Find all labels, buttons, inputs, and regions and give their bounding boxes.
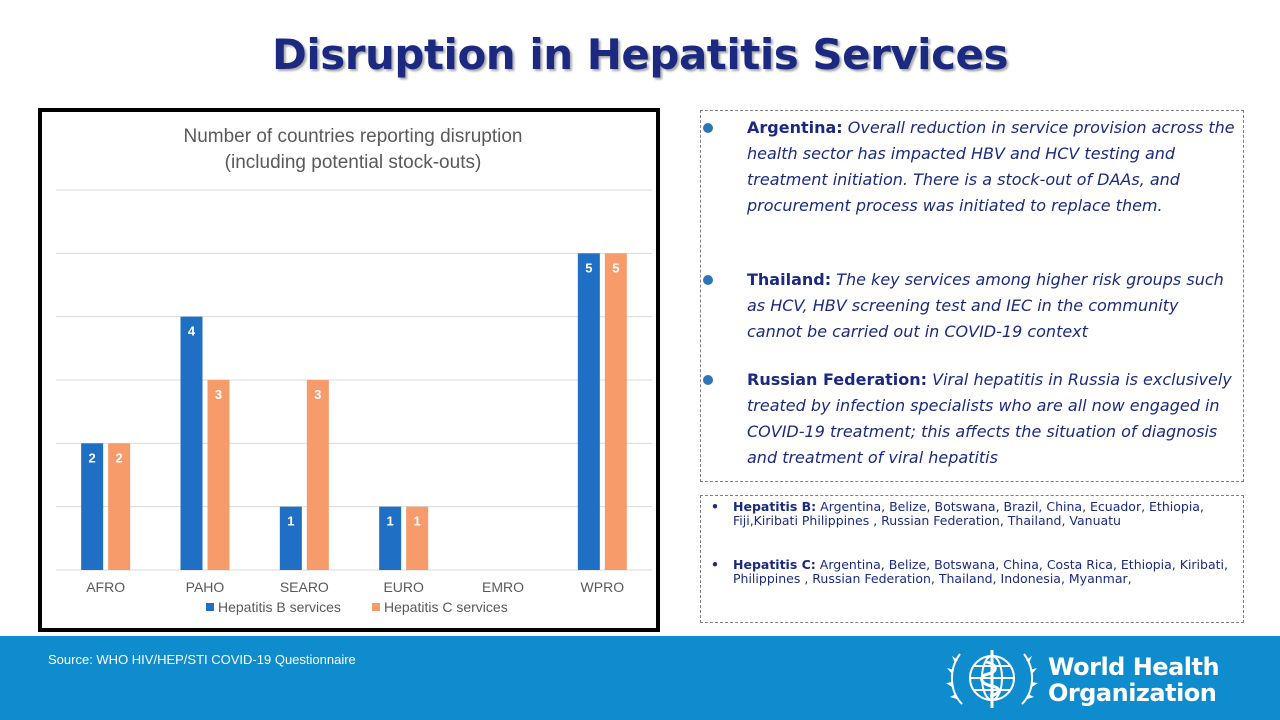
bar-hepatitis-b (379, 506, 402, 570)
data-label: 3 (314, 387, 321, 402)
bar-hepatitis-b (81, 443, 104, 570)
data-label: 5 (612, 260, 619, 275)
bullet-icon (703, 275, 713, 285)
list-text: Hepatitis B: Argentina, Belize, Botswana… (733, 500, 1238, 528)
note-description: The key services among higher risk group… (747, 270, 1224, 341)
source-note: Source: WHO HIV/HEP/STI COVID-19 Questio… (48, 652, 356, 667)
note-description: Viral hepatitis in Russia is exclusively… (747, 370, 1232, 467)
x-tick-label: PAHO (186, 579, 225, 595)
note-country: Thailand: (747, 270, 832, 289)
bar-chart: Number of countries reporting disruption… (56, 126, 652, 615)
x-tick-label: SEARO (280, 579, 329, 595)
list-label: Hepatitis C: (733, 557, 816, 572)
legend-label: Hepatitis C services (384, 599, 508, 615)
country-notes-panel: Argentina: Overall reduction in service … (700, 110, 1244, 482)
bullet-icon: • (711, 557, 719, 572)
data-label: 5 (585, 260, 592, 275)
bullet-icon: • (711, 499, 719, 514)
bar-hepatitis-c (207, 380, 230, 570)
data-label: 2 (89, 450, 96, 465)
note-text: Russian Federation: Viral hepatitis in R… (747, 367, 1237, 471)
note-text: Thailand: The key services among higher … (747, 267, 1237, 345)
data-label: 2 (116, 450, 123, 465)
legend-swatch (206, 603, 214, 611)
data-label: 1 (414, 514, 421, 529)
data-label: 1 (287, 514, 294, 529)
bar-hepatitis-c (604, 253, 627, 571)
chart-title: Number of countries reporting disruption (183, 126, 522, 147)
chart-subtitle: (including potential stock-outs) (225, 152, 482, 173)
slide-title: Disruption in Hepatitis Services (272, 30, 1008, 79)
note-country: Argentina: (747, 118, 843, 137)
who-emblem-icon (946, 650, 1038, 708)
bar-hepatitis-b (180, 316, 203, 570)
list-countries: Argentina, Belize, Botswana, China, Cost… (733, 557, 1228, 586)
note-country: Russian Federation: (747, 370, 928, 389)
who-wordmark-line2: Organization (1048, 679, 1217, 707)
data-label: 4 (188, 324, 196, 339)
bar-hepatitis-c (108, 443, 131, 570)
x-tick-label: EURO (383, 579, 424, 595)
legend-label: Hepatitis B services (218, 599, 341, 615)
who-wordmark: World Health Organization (1048, 653, 1220, 707)
data-label: 3 (215, 387, 222, 402)
bullet-icon (703, 123, 713, 133)
chart-panel: Number of countries reporting disruption… (38, 108, 660, 632)
x-tick-label: WPRO (581, 579, 625, 595)
footer-bar: Source: WHO HIV/HEP/STI COVID-19 Questio… (0, 636, 1280, 720)
bar-hepatitis-b (577, 253, 600, 571)
bar-hepatitis-c (306, 380, 329, 570)
bar-hepatitis-c (406, 506, 429, 570)
list-countries: Argentina, Belize, Botswana, Brazil, Chi… (733, 499, 1204, 528)
note-text: Argentina: Overall reduction in service … (747, 115, 1237, 219)
country-lists-panel: • Hepatitis B: Argentina, Belize, Botswa… (700, 495, 1244, 623)
data-label: 1 (387, 514, 394, 529)
who-wordmark-line1: World Health (1048, 653, 1220, 681)
note-description: Overall reduction in service provision a… (747, 118, 1235, 215)
list-text: Hepatitis C: Argentina, Belize, Botswana… (733, 558, 1238, 586)
x-tick-label: EMRO (482, 579, 524, 595)
x-tick-label: AFRO (86, 579, 125, 595)
bar-hepatitis-b (279, 506, 302, 570)
legend-swatch (372, 603, 380, 611)
bullet-icon (703, 375, 713, 385)
list-label: Hepatitis B: (733, 499, 817, 514)
